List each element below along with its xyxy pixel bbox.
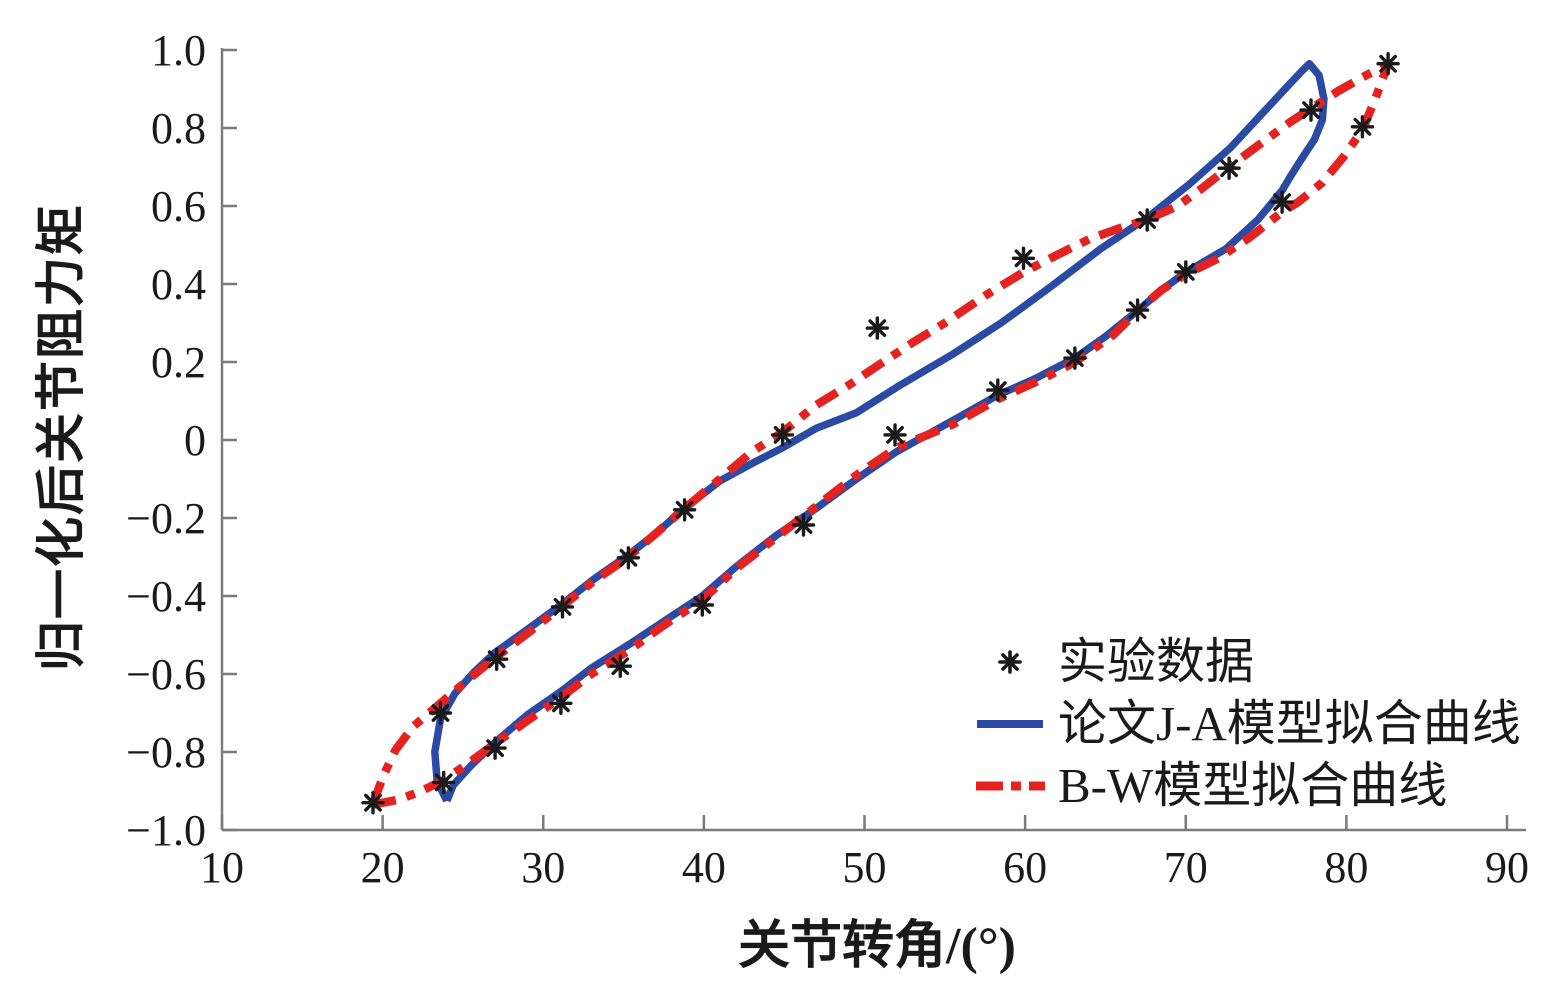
x-tick-label: 80 xyxy=(1324,843,1368,892)
data-point-asterisk xyxy=(690,593,714,617)
data-point-asterisk xyxy=(791,513,816,537)
data-point-asterisk xyxy=(672,498,697,522)
data-point-asterisk xyxy=(865,316,889,340)
x-tick-label: 70 xyxy=(1164,843,1208,892)
data-point-asterisk xyxy=(1299,98,1323,122)
data-point-asterisk xyxy=(361,791,385,815)
data-point-asterisk xyxy=(1135,208,1159,232)
y-tick-label: −0.2 xyxy=(126,494,206,543)
data-point-asterisk xyxy=(485,647,509,671)
data-point-asterisk xyxy=(483,736,507,760)
data-point-asterisk xyxy=(1063,346,1087,370)
data-point-asterisk xyxy=(1217,156,1241,180)
data-point-asterisk xyxy=(1376,52,1400,76)
legend: 实验数据 论文J-A模型拟合曲线 B-W模型拟合曲线 xyxy=(962,631,1542,817)
data-point-asterisk xyxy=(1011,246,1036,270)
data-point-asterisk xyxy=(428,701,453,725)
data-point-asterisk xyxy=(550,595,575,619)
legend-item-bw-model: B-W模型拟合曲线 xyxy=(962,755,1542,817)
x-tick-label: 90 xyxy=(1485,843,1529,892)
data-point-asterisk xyxy=(1174,260,1198,284)
x-axis-title: 关节转角/(°) xyxy=(738,918,1016,975)
y-tick-label: −0.6 xyxy=(126,650,206,699)
data-point-asterisk xyxy=(608,654,632,678)
y-tick-label: 0.2 xyxy=(151,338,206,387)
y-tick-label: −0.4 xyxy=(126,572,206,621)
y-tick-label: 0.4 xyxy=(151,260,206,309)
y-tick-label: −0.8 xyxy=(126,728,206,777)
x-tick-label: 50 xyxy=(843,843,887,892)
y-axis-title: 归一化后关节阻力矩 xyxy=(33,203,89,671)
x-tick-label: 10 xyxy=(200,843,244,892)
legend-label-ja-model: 论文J-A模型拟合曲线 xyxy=(1058,696,1521,751)
y-tick-label: −1.0 xyxy=(126,806,206,855)
data-point-asterisk xyxy=(770,423,795,447)
data-point-asterisk xyxy=(986,378,1010,402)
solid-line-icon xyxy=(962,693,1058,755)
x-tick-label: 30 xyxy=(521,843,565,892)
x-tick-label: 40 xyxy=(682,843,726,892)
y-tick-label: 1.0 xyxy=(151,26,206,75)
asterisk-marker-icon xyxy=(962,631,1058,693)
dash-dot-line-icon xyxy=(962,755,1058,817)
data-point-asterisk xyxy=(432,770,456,795)
data-point-asterisk xyxy=(616,546,641,570)
x-tick-label: 60 xyxy=(1003,843,1047,892)
legend-item-experimental-data: 实验数据 xyxy=(962,631,1542,693)
legend-item-ja-model: 论文J-A模型拟合曲线 xyxy=(962,693,1542,755)
x-tick-label: 20 xyxy=(361,843,405,892)
y-tick-label: 0 xyxy=(184,416,206,465)
legend-label-bw-model: B-W模型拟合曲线 xyxy=(1058,758,1448,813)
bw-model-curve xyxy=(368,59,1393,809)
y-tick-label: 0.6 xyxy=(151,182,206,231)
data-point-asterisk xyxy=(1270,190,1294,214)
data-point-asterisk xyxy=(549,691,573,715)
legend-label-experimental-data: 实验数据 xyxy=(1058,634,1255,689)
data-point-asterisk xyxy=(1125,298,1150,322)
data-point-asterisk xyxy=(1350,115,1375,139)
y-tick-label: 0.8 xyxy=(151,104,206,153)
data-point-asterisk xyxy=(883,423,907,447)
